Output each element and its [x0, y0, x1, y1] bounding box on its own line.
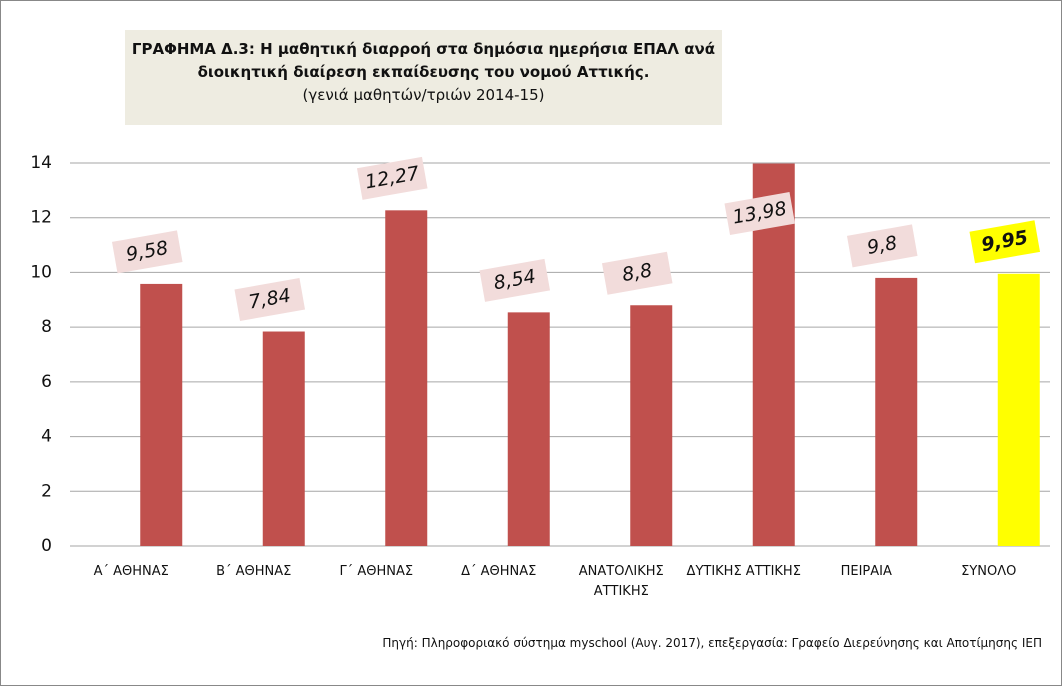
- data-label-group: 9,8: [846, 224, 918, 268]
- x-tick-label: ΑΝΑΤΟΛΙΚΗΣ ΑΤΤΙΚΗΣ: [578, 564, 664, 599]
- data-label-group: 8,8: [601, 251, 673, 295]
- y-tick-label: 10: [30, 262, 52, 282]
- data-label-box: [356, 156, 428, 200]
- x-tick-label: ΣΥΝΟΛΟ: [961, 564, 1017, 579]
- y-tick-label: 4: [41, 427, 52, 447]
- data-label-box: [479, 258, 551, 302]
- y-tick-label: 2: [41, 481, 52, 501]
- bar: [630, 305, 673, 546]
- bar: [875, 277, 918, 546]
- data-label: 9,8: [865, 232, 899, 259]
- data-label-group: 12,27: [356, 156, 428, 200]
- bar: [140, 283, 183, 546]
- x-tick-label: Β΄ ΑΘΗΝΑΣ: [216, 564, 292, 579]
- x-tick-label: Γ΄ ΑΘΗΝΑΣ: [339, 564, 414, 579]
- data-label-box: [969, 220, 1041, 264]
- data-label-box: [724, 192, 796, 236]
- y-tick-label: 12: [30, 208, 52, 228]
- bar: [997, 273, 1040, 546]
- x-tick-label: Δ΄ ΑΘΗΝΑΣ: [461, 564, 537, 579]
- x-tick-label: Α΄ ΑΘΗΝΑΣ: [93, 564, 169, 579]
- data-label-group: 8,54: [479, 258, 551, 302]
- y-tick-label: 8: [41, 317, 52, 337]
- source-note: Πηγή: Πληροφοριακό σύστημα myschool (Αυγ…: [382, 636, 1042, 650]
- chart-subtitle: (γενιά μαθητών/τριών 2014-15): [302, 86, 545, 104]
- data-label-group: 9,95: [969, 220, 1041, 264]
- chart-title: ΓΡΑΦΗΜΑ Δ.3: Η μαθητική διαρροή στα δημό…: [131, 40, 716, 81]
- bar: [262, 331, 305, 546]
- data-label-group: 7,84: [234, 278, 306, 322]
- data-label: 8,8: [620, 259, 654, 286]
- bar: [385, 210, 428, 546]
- x-tick-label: ΠΕΙΡΑΙΑ: [840, 564, 892, 579]
- data-label-box: [601, 251, 673, 295]
- x-tick-label: ΔΥΤΙΚΗΣ ΑΤΤΙΚΗΣ: [686, 564, 801, 579]
- data-label-box: [846, 224, 918, 268]
- data-label-box: [111, 230, 183, 274]
- y-tick-label: 14: [30, 153, 52, 173]
- y-tick-label: 6: [41, 372, 52, 392]
- y-tick-label: 0: [41, 536, 52, 556]
- data-label-group: 9,58: [111, 230, 183, 274]
- data-label-box: [234, 278, 306, 322]
- title-box: ΓΡΑΦΗΜΑ Δ.3: Η μαθητική διαρροή στα δημό…: [125, 30, 722, 125]
- data-label-group: 13,98: [724, 192, 796, 236]
- bar: [507, 312, 550, 546]
